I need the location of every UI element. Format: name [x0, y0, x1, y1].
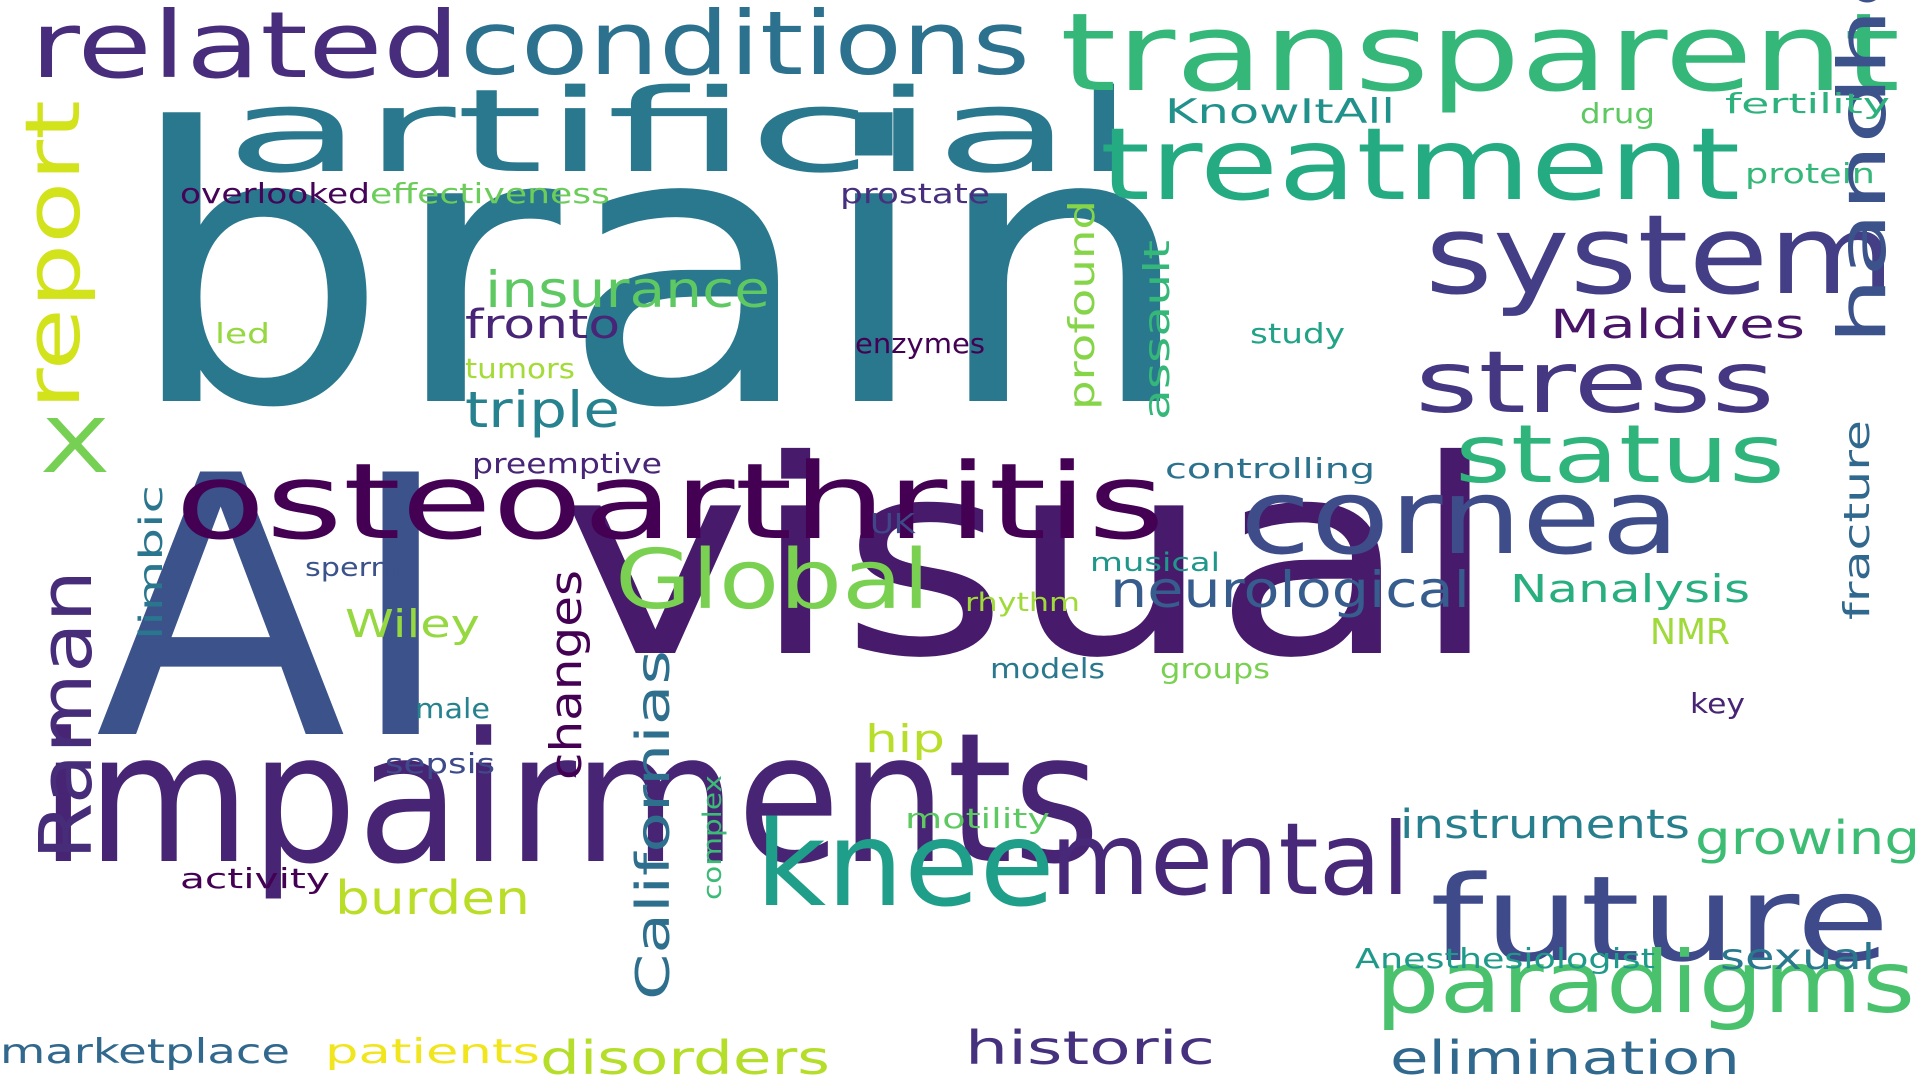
word-overlooked: overlooked — [180, 177, 370, 210]
word-hip: hip — [865, 717, 945, 761]
word-nanalysis: Nanalysis — [1510, 567, 1751, 611]
word-disorders: disorders — [540, 1031, 830, 1080]
word-cornea: cornea — [1240, 456, 1680, 578]
word-historic: historic — [965, 1021, 1216, 1075]
word-system: system — [1425, 191, 1896, 319]
word-limbic: limbic — [132, 484, 170, 640]
word-prostate: prostate — [840, 177, 991, 210]
word-global: Global — [615, 533, 930, 628]
word-knowitall: KnowItAll — [1165, 92, 1396, 132]
word-uk: UK — [870, 507, 915, 540]
word-report: report — [8, 100, 97, 411]
word-neurological: neurological — [1110, 561, 1470, 619]
word-protein: protein — [1745, 157, 1875, 190]
word-burden: burden — [335, 871, 530, 925]
word-related: related — [30, 0, 460, 99]
word-male: male — [415, 692, 491, 725]
word-triple: triple — [465, 381, 620, 439]
word-effectiveness: effectiveness — [370, 177, 610, 210]
word-growing: growing — [1695, 811, 1920, 865]
word-osteoarthritis: osteoarthritis — [175, 441, 1165, 563]
word-paradigms: paradigms — [1375, 933, 1916, 1033]
word-transparent: transparent — [1060, 0, 1901, 116]
word-key: key — [1690, 687, 1745, 720]
word-sepsis: sepsis — [385, 747, 496, 780]
word-artificial: artificial — [225, 65, 1136, 199]
word-brain: brain — [125, 48, 1196, 491]
word-wiley: Wiley — [345, 602, 480, 646]
word-raman: Raman — [24, 569, 108, 860]
word-x: X — [40, 404, 111, 490]
word-fertility: fertility — [1725, 87, 1890, 120]
word-impairments: impairments — [40, 695, 1101, 904]
word-californias: Californias — [626, 649, 680, 1000]
word-assault: assault — [1137, 239, 1178, 420]
word-nmr: NMR — [1650, 612, 1731, 653]
word-preemptive: preemptive — [472, 447, 662, 480]
word-fronto: fronto — [465, 302, 621, 348]
word-models: models — [990, 652, 1106, 685]
word-changes: changes — [541, 569, 592, 780]
word-status: status — [1455, 408, 1785, 501]
word-groups: groups — [1160, 652, 1271, 685]
word-profound: profound — [1062, 199, 1103, 410]
word-marketplace: marketplace — [0, 1032, 290, 1072]
word-anesthesiologist: Anesthesiologist — [1355, 942, 1655, 975]
word-stress: stress — [1415, 333, 1775, 433]
word-study: study — [1250, 317, 1345, 350]
word-visual: visual — [560, 402, 1500, 717]
word-elimination: elimination — [1390, 1031, 1740, 1080]
word-sexual: sexual — [1720, 937, 1876, 978]
word-complex: complex — [698, 775, 728, 900]
word-tumors: tumors — [465, 352, 575, 385]
word-mental: mental — [1050, 801, 1411, 918]
word-insurance: insurance — [485, 261, 771, 319]
word-rhythm: rhythm — [965, 588, 1081, 618]
word-conditions: conditions — [460, 0, 1030, 95]
word-knee: knee — [755, 795, 1055, 933]
word-treatment: treatment — [1100, 106, 1741, 223]
word-led: led — [215, 317, 271, 350]
word-instruments: instruments — [1400, 802, 1690, 848]
word-ai: AI — [95, 400, 455, 819]
word-sperm: sperm — [305, 553, 400, 583]
word-controlling: controlling — [1165, 452, 1376, 485]
word-fracture: fracture — [1837, 420, 1878, 620]
word-enzymes: enzymes — [855, 327, 985, 360]
word-musical: musical — [1090, 548, 1221, 578]
word-activity: activity — [180, 862, 330, 895]
word-motility: motility — [905, 802, 1050, 835]
word-patients: patients — [325, 1032, 541, 1072]
word-drug: drug — [1580, 97, 1655, 130]
word-maldives: Maldives — [1550, 302, 1806, 348]
word-future: future — [1430, 850, 1890, 988]
